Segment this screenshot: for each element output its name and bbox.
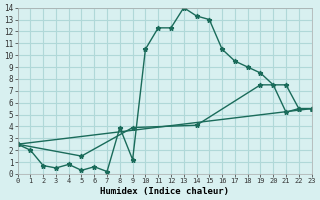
X-axis label: Humidex (Indice chaleur): Humidex (Indice chaleur): [100, 187, 229, 196]
